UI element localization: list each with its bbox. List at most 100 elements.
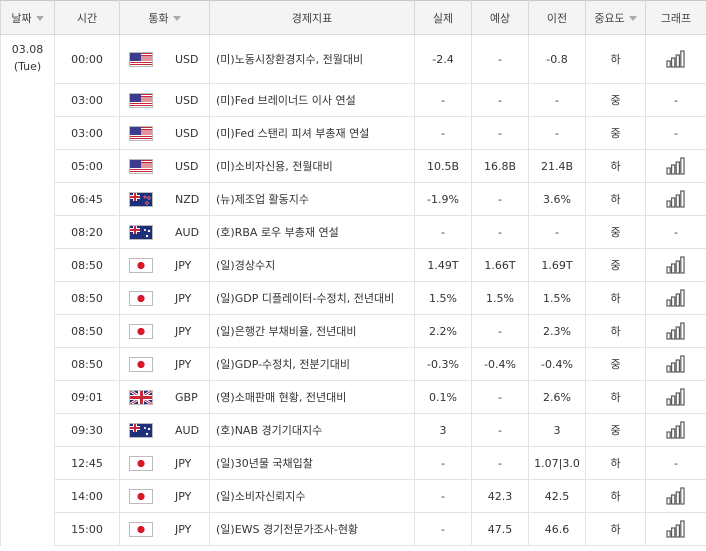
table-row: 12:45 JPY (일)30년물 국채입찰 - -1.07|3.0 하 -: [1, 446, 706, 480]
actual-cell: -: [414, 215, 472, 249]
currency-cell: JPY: [119, 314, 210, 348]
graph-cell: [645, 314, 706, 348]
table-row: 08:50 JPY (일)은행간 부채비율, 전년대비 2.2% -2.3% 하: [1, 314, 706, 348]
sort-triangle-icon[interactable]: [35, 16, 44, 21]
currency-cell: USD: [119, 149, 210, 183]
indicator-cell: (일)경상수지: [209, 248, 415, 282]
previous-cell: -0.8: [528, 34, 586, 84]
time-cell: 15:00: [54, 512, 120, 546]
bar-chart-icon[interactable]: [666, 355, 686, 373]
table-header-row: 날짜 시간 통화 경제지표 실제 예상 이전 중요도 그래프: [0, 0, 706, 35]
bar-chart-icon[interactable]: [666, 50, 686, 68]
importance-cell: 하: [585, 281, 646, 315]
importance-cell: 하: [585, 479, 646, 513]
actual-cell: -: [414, 116, 472, 150]
header-indicator: 경제지표: [209, 0, 415, 35]
currency-cell: JPY: [119, 512, 210, 546]
graph-cell: [645, 281, 706, 315]
actual-cell: 2.2%: [414, 314, 472, 348]
actual-cell: -2.4: [414, 34, 472, 84]
actual-cell: -1.9%: [414, 182, 472, 216]
sort-triangle-icon[interactable]: [172, 16, 181, 21]
currency-cell: JPY: [119, 347, 210, 381]
header-graph: 그래프: [645, 0, 706, 35]
table-row: 08:50 JPY (일)경상수지 1.49T 1.66T 1.69T 중: [1, 248, 706, 282]
currency-code: JPY: [175, 291, 192, 305]
table-row: 08:20 AUD (호)RBA 로우 부총재 연설 - - - 중 -: [1, 215, 706, 249]
indicator-cell: (일)은행간 부채비율, 전년대비: [209, 314, 415, 348]
time-cell: 08:50: [54, 248, 120, 282]
flag-jpy-icon: [129, 521, 153, 537]
flag-aud-icon: [129, 422, 153, 438]
actual-cell: -0.3%: [414, 347, 472, 381]
table-row: 09:30 AUD (호)NAB 경기기대지수 3-3 중: [1, 413, 706, 447]
indicator-cell: (영)소매판매 현황, 전년대비: [209, 380, 415, 414]
table-row: 03.08 (Tue) 00:00 USD (미)노동시장환경지수, 전월대비 -2.4-…: [0, 34, 706, 546]
previous-cell: 1.5%: [528, 281, 586, 315]
forecast-cell: 42.3: [471, 479, 529, 513]
actual-cell: -: [414, 446, 472, 480]
forecast-cell: -: [471, 83, 529, 117]
currency-cell: JPY: [119, 479, 210, 513]
bar-chart-icon[interactable]: [666, 322, 686, 340]
bar-chart-icon[interactable]: [666, 289, 686, 307]
forecast-cell: -: [471, 380, 529, 414]
graph-cell: [645, 380, 706, 414]
currency-cell: JPY: [119, 248, 210, 282]
bar-chart-icon[interactable]: [666, 256, 686, 274]
previous-cell: -0.4%: [528, 347, 586, 381]
graph-cell: -: [645, 116, 706, 150]
bar-chart-icon[interactable]: [666, 157, 686, 175]
importance-cell: 하: [585, 182, 646, 216]
time-cell: 08:50: [54, 347, 120, 381]
previous-cell: -: [528, 83, 586, 117]
sort-triangle-icon[interactable]: [628, 16, 637, 21]
previous-cell: -: [528, 116, 586, 150]
time-cell: 08:50: [54, 314, 120, 348]
header-forecast: 예상: [471, 0, 529, 35]
table-row: 09:01 GBP (영)소매판매 현황, 전년대비 0.1% -2.6% 하: [1, 380, 706, 414]
bar-chart-icon[interactable]: [666, 487, 686, 505]
bar-chart-icon[interactable]: [666, 520, 686, 538]
indicator-cell: (일)GDP-수정치, 전분기대비: [209, 347, 415, 381]
bar-chart-icon[interactable]: [666, 190, 686, 208]
currency-code: NZD: [175, 192, 200, 206]
time-cell: 09:01: [54, 380, 120, 414]
importance-cell: 중: [585, 413, 646, 447]
previous-cell: 42.5: [528, 479, 586, 513]
header-currency[interactable]: 통화: [119, 0, 210, 35]
table-row: 03:00 USD (미)Fed 브레이너드 이사 연설 - - - 중 -: [1, 83, 706, 117]
flag-jpy-icon: [129, 455, 153, 471]
header-date[interactable]: 날짜: [0, 0, 55, 35]
time-cell: 03:00: [54, 83, 120, 117]
currency-code: USD: [175, 93, 199, 107]
header-importance[interactable]: 중요도: [585, 0, 646, 35]
currency-cell: NZD: [119, 182, 210, 216]
time-cell: 03:00: [54, 116, 120, 150]
indicator-cell: (미)Fed 브레이너드 이사 연설: [209, 83, 415, 117]
indicator-cell: (일)30년물 국채입찰: [209, 446, 415, 480]
time-cell: 00:00: [54, 34, 120, 84]
flag-jpy-icon: [129, 290, 153, 306]
date-day: 03.08: [11, 43, 44, 56]
indicator-cell: (미)노동시장환경지수, 전월대비: [209, 34, 415, 84]
currency-code: JPY: [175, 489, 192, 503]
bar-chart-icon[interactable]: [666, 421, 686, 439]
actual-cell: 1.49T: [414, 248, 472, 282]
header-actual: 실제: [414, 0, 472, 35]
forecast-cell: -: [471, 215, 529, 249]
currency-code: AUD: [175, 423, 200, 437]
flag-gbp-icon: [129, 389, 153, 405]
bar-chart-icon[interactable]: [666, 388, 686, 406]
flag-nzd-icon: [129, 191, 153, 207]
actual-cell: 1.5%: [414, 281, 472, 315]
previous-cell: 3.6%: [528, 182, 586, 216]
forecast-cell: -: [471, 314, 529, 348]
importance-cell: 하: [585, 512, 646, 546]
currency-code: USD: [175, 159, 199, 173]
table-row: 14:00 JPY (일)소비자신뢰지수 -42.3 42.5 하: [1, 479, 706, 513]
time-cell: 14:00: [54, 479, 120, 513]
forecast-cell: -: [471, 446, 529, 480]
actual-cell: -: [414, 512, 472, 546]
